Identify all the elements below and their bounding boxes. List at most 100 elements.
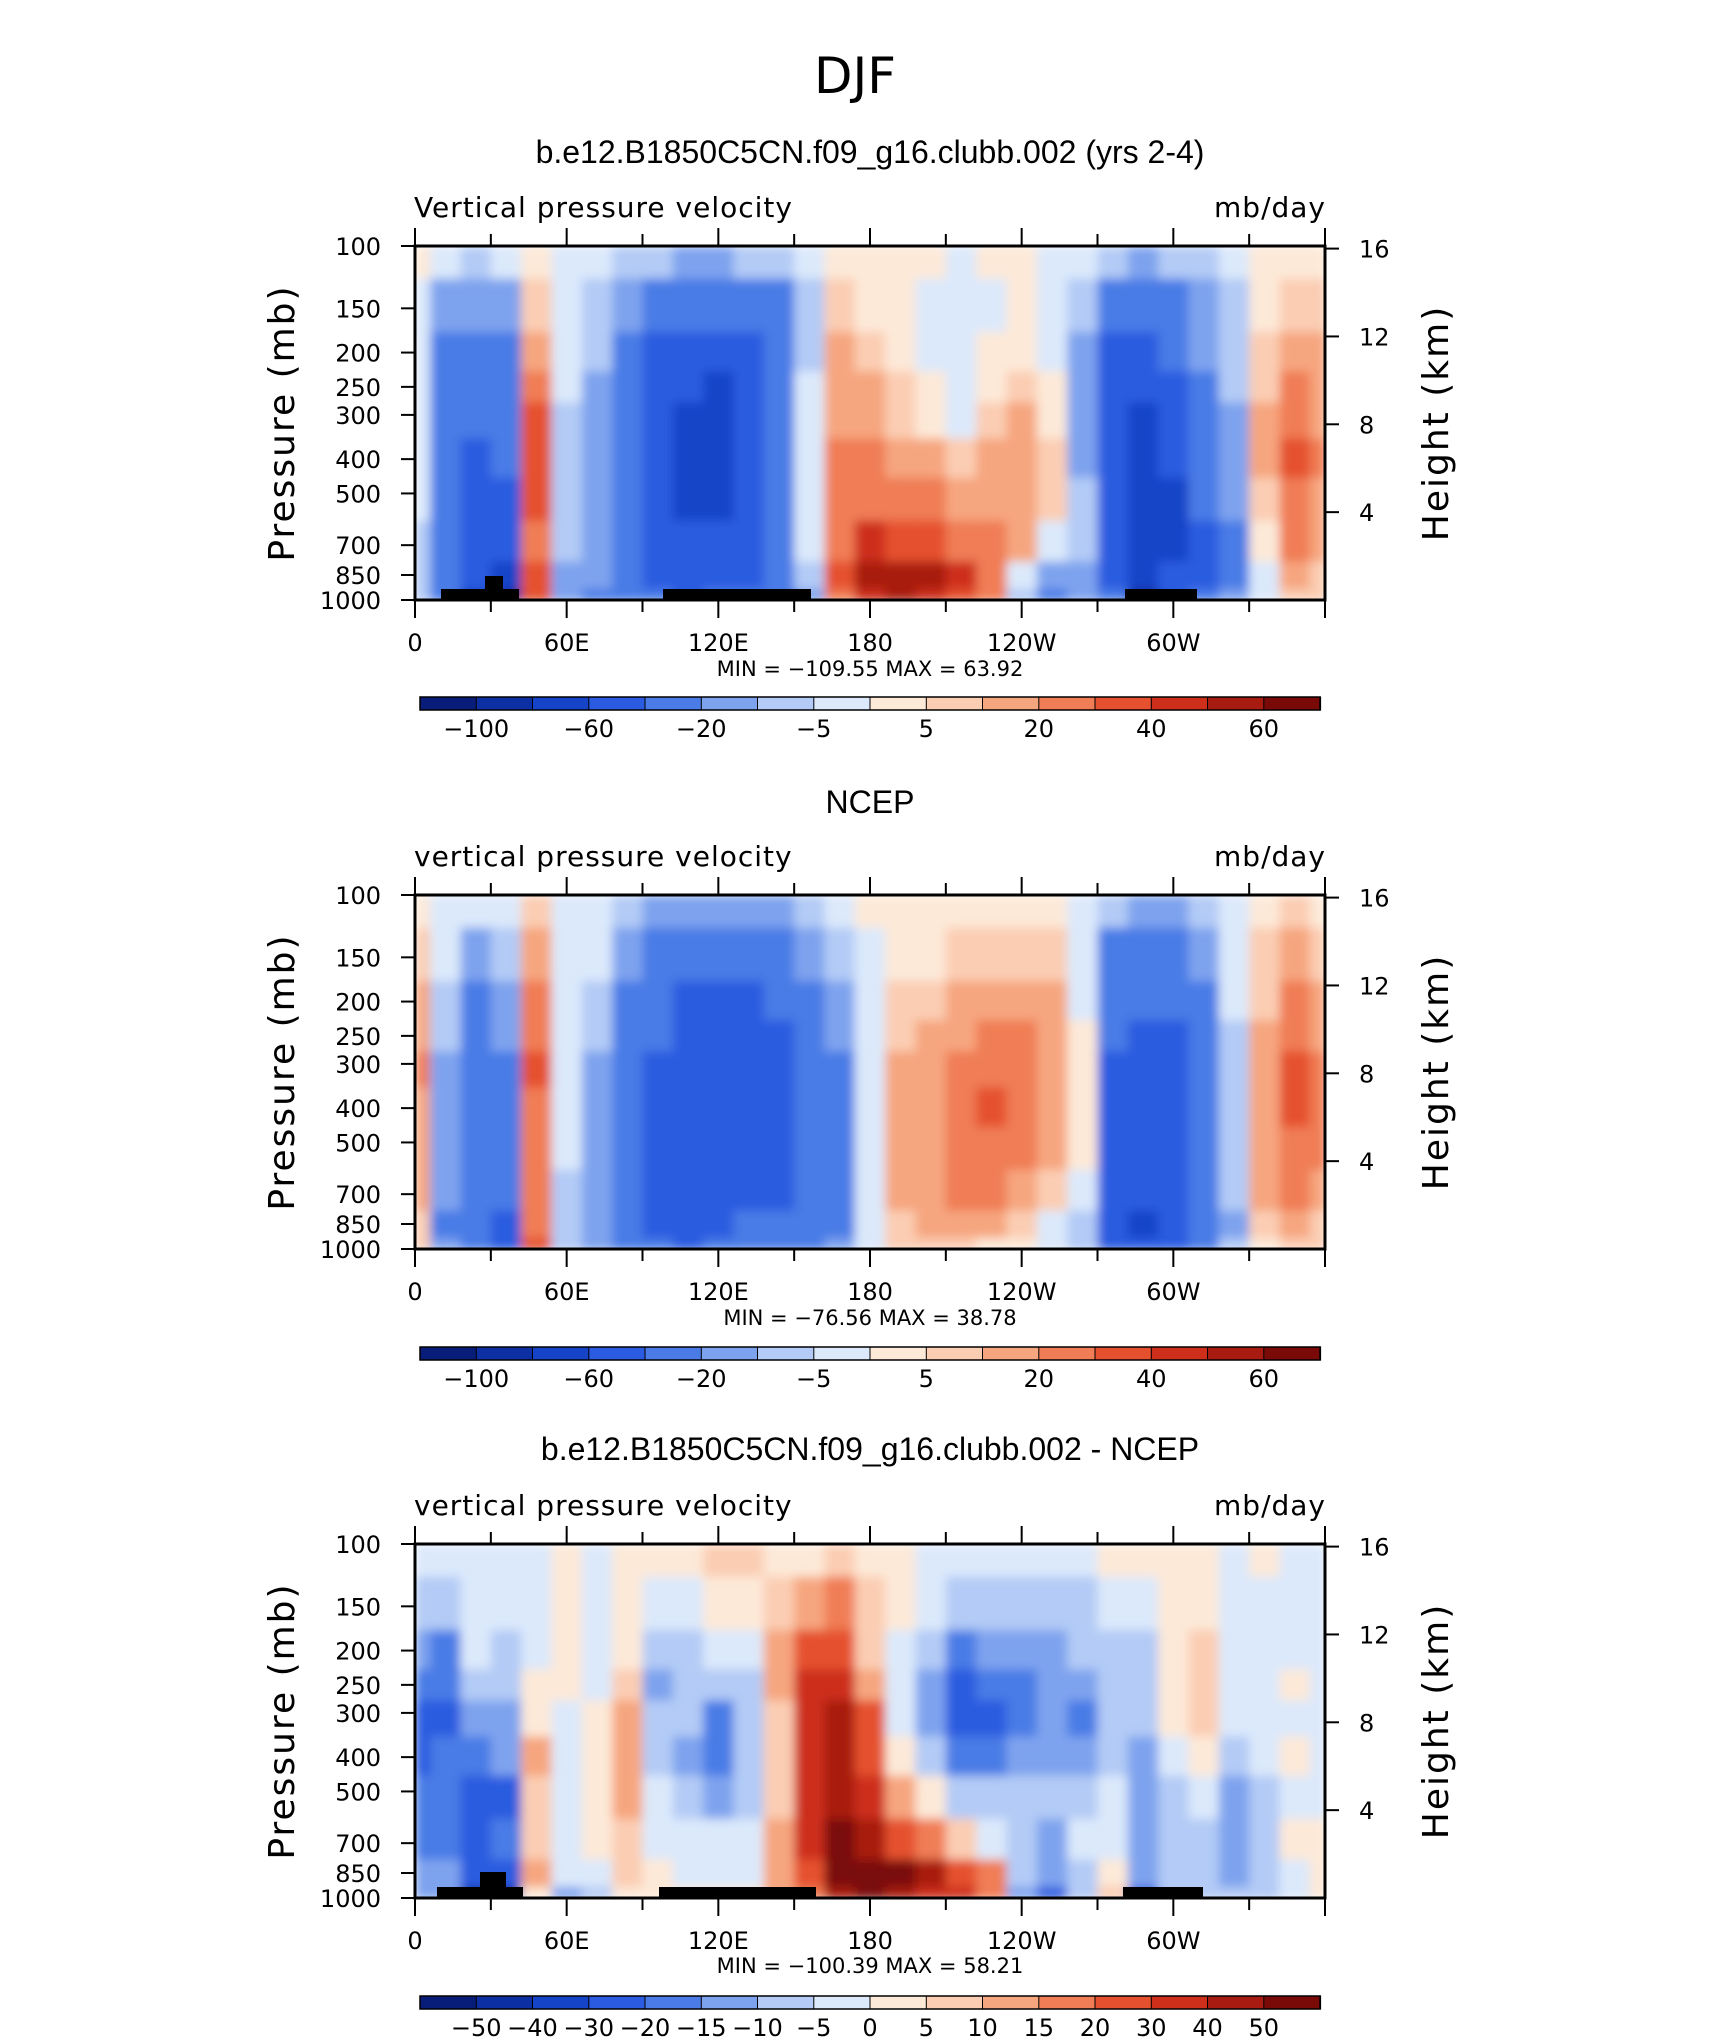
field-cell xyxy=(1036,277,1069,332)
field-cell xyxy=(1036,400,1069,439)
y-tick-label: 1000 xyxy=(320,587,381,615)
field-cell xyxy=(1279,437,1312,478)
field-cell xyxy=(945,476,978,521)
field-cell xyxy=(1097,1817,1130,1860)
field-cell xyxy=(430,1018,462,1052)
field-cell xyxy=(672,895,705,928)
field-cell xyxy=(415,476,432,521)
field-cell xyxy=(1249,1575,1281,1630)
field-cell xyxy=(763,1086,796,1127)
field-cell xyxy=(1309,926,1325,981)
field-cell xyxy=(703,1544,735,1577)
field-cell xyxy=(1158,1125,1190,1170)
field-cell xyxy=(976,1667,1008,1701)
field-cell xyxy=(945,1817,978,1860)
field-cell xyxy=(551,587,584,600)
colorbar-label: 20 xyxy=(1023,1365,1054,1393)
field-cell xyxy=(1218,519,1251,562)
field-cell xyxy=(581,1628,614,1670)
field-cell xyxy=(915,1544,948,1577)
field-cell xyxy=(581,277,614,332)
field-cell xyxy=(1309,979,1325,1021)
colorbar-swatch xyxy=(1263,1346,1322,1361)
y2-axis-label: Height (km) xyxy=(1416,1603,1457,1839)
y2-tick-label: 12 xyxy=(1359,1621,1390,1649)
field-cell xyxy=(581,1667,614,1701)
field-cell xyxy=(1249,476,1281,521)
field-cell xyxy=(490,1236,523,1249)
field-cell xyxy=(642,1086,675,1127)
field-cell xyxy=(1158,1018,1190,1052)
field-cell xyxy=(1127,895,1160,928)
field-cell xyxy=(1188,1086,1221,1127)
field-cell xyxy=(672,330,705,372)
field-cell xyxy=(612,1698,644,1737)
field-cell xyxy=(430,1575,462,1630)
field-cell xyxy=(703,1086,735,1127)
field-cell xyxy=(1188,1209,1221,1238)
field-cell xyxy=(703,1575,735,1630)
field-cell xyxy=(733,1628,766,1670)
field-cell xyxy=(733,1168,766,1211)
field-cell xyxy=(1097,519,1130,562)
field-cell xyxy=(430,560,462,589)
x-tick-label: 60E xyxy=(544,629,590,657)
field-cell xyxy=(490,1086,523,1127)
field-cell xyxy=(672,1667,705,1701)
field-cell xyxy=(490,979,523,1021)
contour-field xyxy=(415,1544,1325,1898)
field-cell xyxy=(1309,400,1325,439)
field-cell xyxy=(1127,519,1160,562)
colorbar-swatch xyxy=(1094,1995,1153,2010)
field-cell xyxy=(1218,1817,1251,1860)
field-cell xyxy=(1006,1667,1039,1701)
field-cell xyxy=(976,1236,1008,1249)
field-cell xyxy=(763,1698,796,1737)
y-tick-label: 700 xyxy=(335,532,381,560)
field-cell xyxy=(642,1628,675,1670)
colorbar-label: 30 xyxy=(1136,2014,1167,2038)
field-cell xyxy=(733,560,766,589)
field-cell xyxy=(1158,1575,1190,1630)
field-cell xyxy=(854,926,887,981)
field-cell xyxy=(1067,1858,1099,1887)
field-cell xyxy=(1036,1086,1069,1127)
field-cell xyxy=(1127,1018,1160,1052)
field-cell xyxy=(794,1628,826,1670)
field-cell xyxy=(703,330,735,372)
field-cell xyxy=(612,1628,644,1670)
y2-tick-label: 4 xyxy=(1359,1148,1374,1176)
field-cell xyxy=(1067,1086,1099,1127)
field-cell xyxy=(490,437,523,478)
field-cell xyxy=(1067,1817,1099,1860)
field-cell xyxy=(733,246,766,279)
land-mask xyxy=(441,576,1197,600)
field-cell xyxy=(945,560,978,589)
colorbar-swatch xyxy=(1207,696,1265,711)
colorbar-label: −50 xyxy=(451,2014,502,2038)
colorbar-label: −15 xyxy=(676,2014,727,2038)
field-cell xyxy=(703,1774,735,1819)
x-tick-label: 60W xyxy=(1146,1927,1200,1955)
field-cell xyxy=(672,1018,705,1052)
field-cell xyxy=(490,400,523,439)
field-cell xyxy=(915,1575,948,1630)
y-axis-label: Pressure (mb) xyxy=(262,933,303,1210)
field-cell xyxy=(1309,895,1325,928)
field-cell xyxy=(1127,1544,1160,1577)
field-cell xyxy=(794,1018,826,1052)
field-cell xyxy=(885,277,917,332)
field-cell xyxy=(1127,1735,1160,1776)
field-cell xyxy=(1158,1049,1190,1088)
field-cell xyxy=(430,369,462,403)
field-cell xyxy=(1249,1544,1281,1577)
field-cell xyxy=(854,1125,887,1170)
field-cell xyxy=(521,277,553,332)
field-cell xyxy=(581,560,614,589)
field-cell xyxy=(1127,926,1160,981)
field-cell xyxy=(885,1209,917,1238)
field-cell xyxy=(976,369,1008,403)
field-cell xyxy=(1309,330,1325,372)
field-cell xyxy=(612,1817,644,1860)
field-cell xyxy=(1188,1698,1221,1737)
